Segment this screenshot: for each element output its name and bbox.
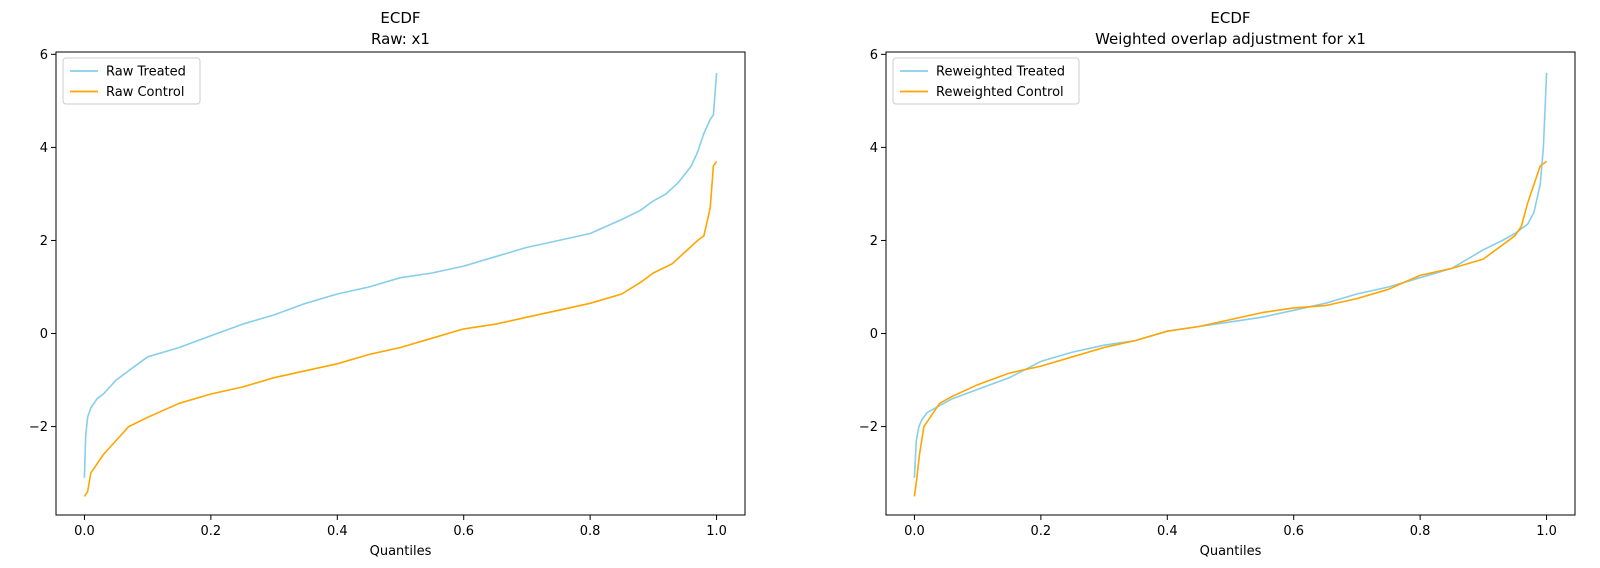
y-tick-label: 4 [40, 141, 48, 156]
x-tick-label: 0.2 [201, 524, 222, 539]
plot-frame [55, 51, 746, 516]
x-tick-label: 1.0 [706, 524, 727, 539]
legend-label: Reweighted Control [936, 85, 1064, 100]
series-line-treated [83, 72, 718, 478]
x-tick-label: 0.8 [580, 524, 601, 539]
y-tick-label: −2 [29, 420, 48, 435]
series-line-control [913, 160, 1548, 497]
x-tick-label: 0.0 [74, 524, 95, 539]
legend-label: Reweighted Treated [936, 65, 1065, 80]
x-tick-label: 0.6 [1283, 524, 1304, 539]
chart-raw: ECDF Raw: x1 0.0 0.2 0.4 0.6 0.8 1.0 −2 0 2 4 6 Quant… [29, 9, 746, 559]
x-tick-label: 0.0 [904, 524, 925, 539]
chart-title: ECDF [380, 9, 420, 27]
y-tick-label: 4 [870, 141, 878, 156]
x-axis-label: Quantiles [1200, 544, 1262, 559]
chart-weighted: ECDF Weighted overlap adjustment for x1 0.… [859, 9, 1576, 559]
legend-label: Raw Treated [106, 65, 186, 80]
y-tick-label: 6 [870, 48, 878, 63]
x-tick-label: 0.6 [453, 524, 474, 539]
legend-box [62, 57, 201, 105]
y-tick-label: 6 [40, 48, 48, 63]
legend-box [892, 57, 1080, 105]
x-tick-label: 0.4 [327, 524, 348, 539]
y-tick-label: 2 [40, 234, 48, 249]
y-tick-label: 0 [40, 327, 48, 342]
chart-subtitle: Weighted overlap adjustment for x1 [1095, 30, 1366, 48]
legend-label: Raw Control [106, 85, 184, 100]
x-tick-label: 0.8 [1410, 524, 1431, 539]
x-tick-label: 0.4 [1157, 524, 1178, 539]
y-tick-label: −2 [859, 420, 878, 435]
chart-subtitle: Raw: x1 [371, 30, 430, 48]
series-line-control [83, 160, 718, 497]
x-tick-label: 1.0 [1536, 524, 1557, 539]
y-tick-label: 0 [870, 327, 878, 342]
x-axis-label: Quantiles [370, 544, 432, 559]
plot-frame [885, 51, 1576, 516]
series-line-treated [913, 72, 1548, 478]
y-tick-label: 2 [870, 234, 878, 249]
chart-title: ECDF [1210, 9, 1250, 27]
x-tick-label: 0.2 [1031, 524, 1052, 539]
